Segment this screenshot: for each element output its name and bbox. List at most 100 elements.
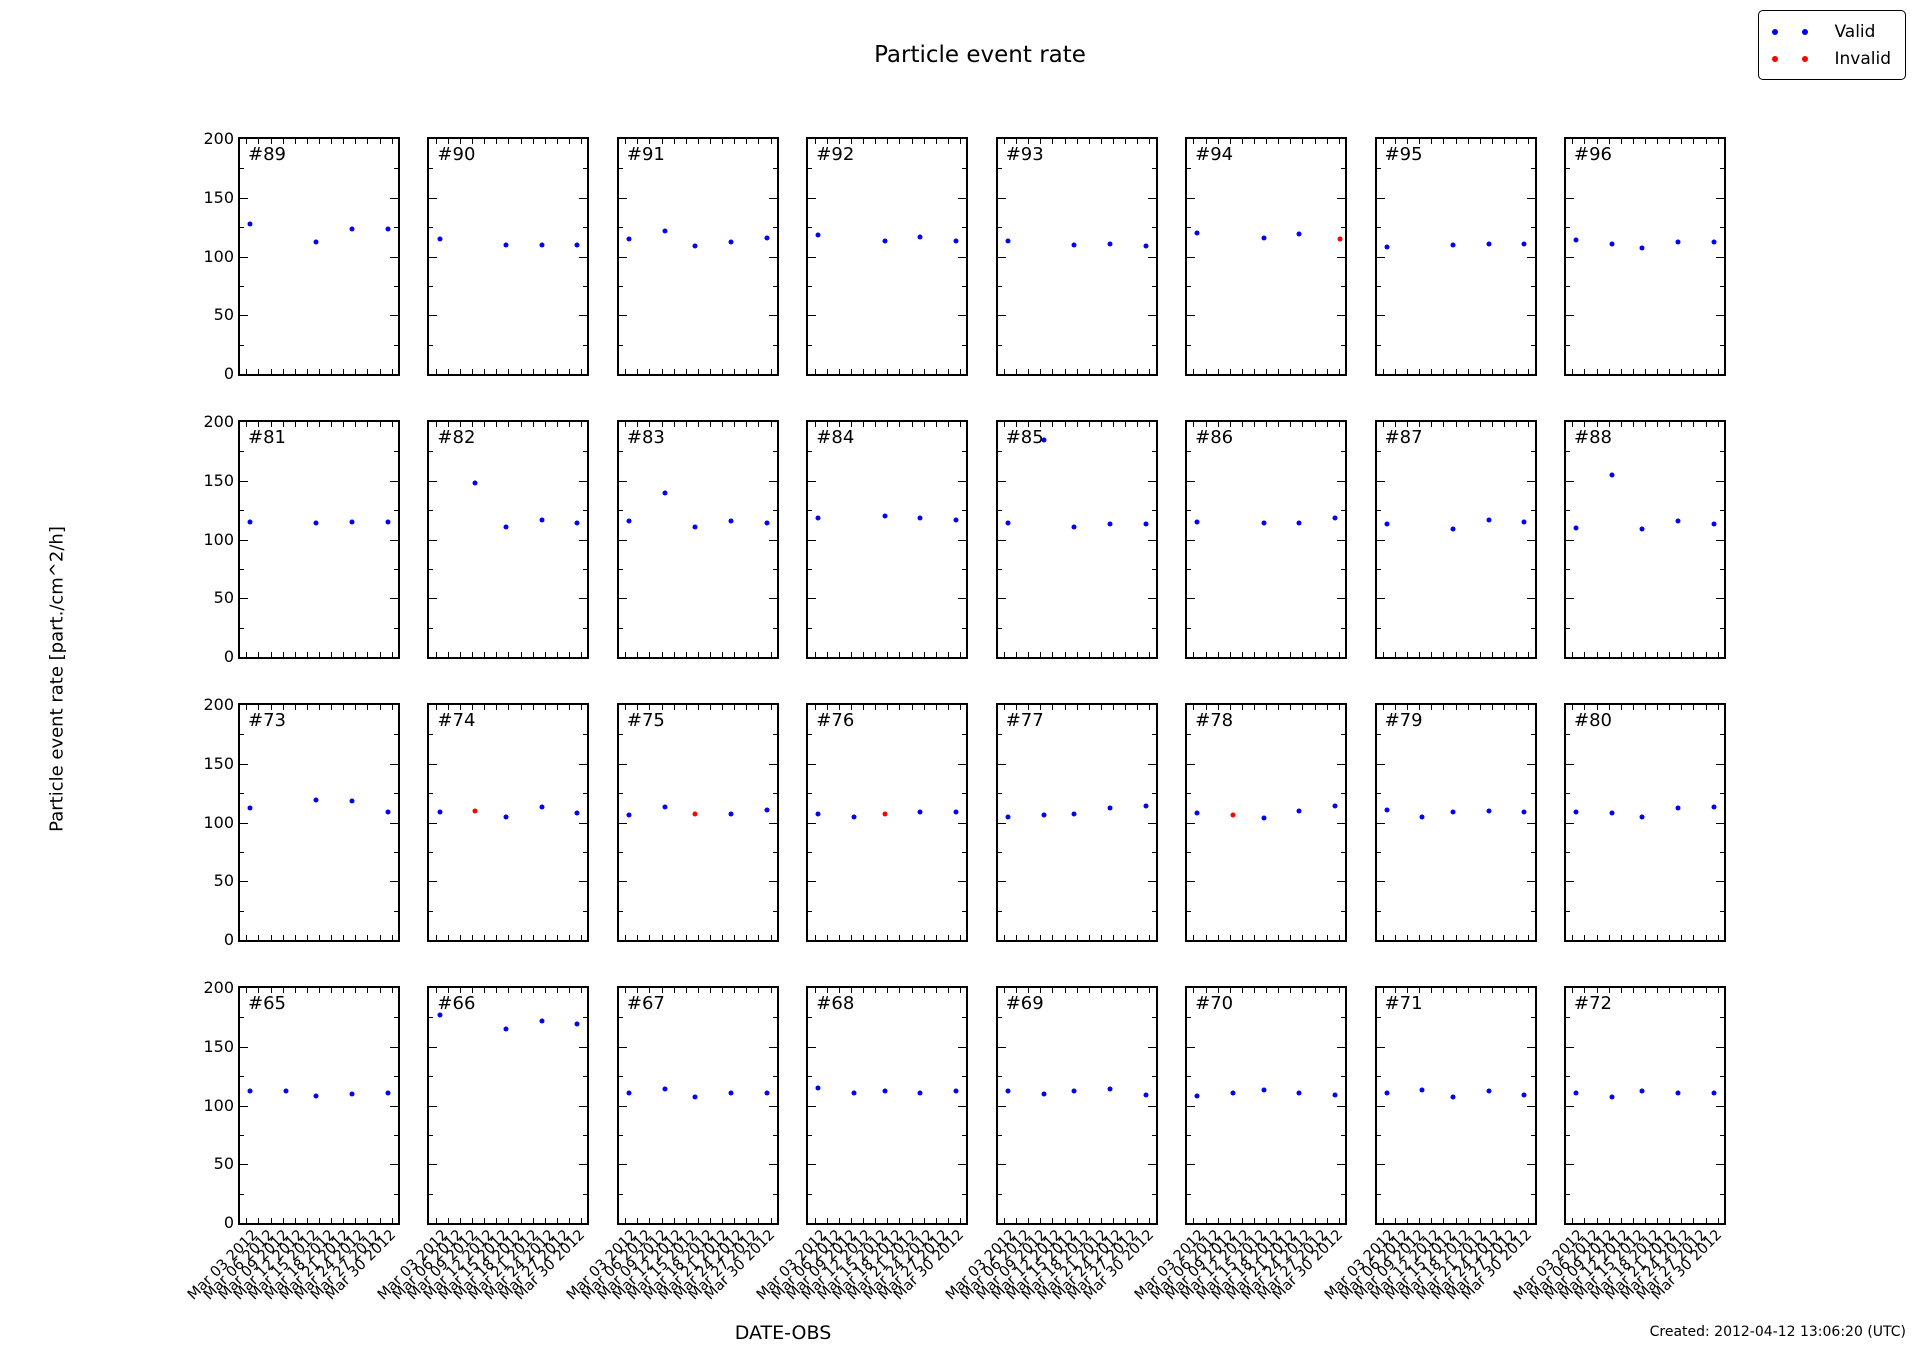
x-axis-tick — [826, 988, 828, 993]
x-axis-tick — [637, 139, 639, 144]
x-axis-tick — [1669, 1218, 1671, 1223]
y-axis-tick — [997, 480, 1006, 482]
valid-data-point — [626, 1090, 632, 1096]
x-axis-tick — [1205, 369, 1207, 374]
x-axis-tick — [1290, 652, 1292, 657]
x-axis-tick — [1608, 1218, 1610, 1223]
y-axis-tick — [579, 1164, 588, 1166]
y-axis-tick — [808, 1164, 817, 1166]
valid-data-point — [1261, 235, 1267, 241]
x-axis-tick — [556, 422, 558, 427]
x-axis-tick — [637, 705, 639, 710]
valid-marker-icon — [1802, 28, 1809, 35]
valid-data-point — [1573, 1090, 1579, 1096]
x-axis-tick — [673, 1218, 675, 1223]
x-axis-tick — [532, 652, 534, 657]
x-axis-tick — [1504, 369, 1506, 374]
y-axis-tick — [962, 734, 967, 736]
valid-data-point — [1107, 1086, 1113, 1092]
x-axis-tick — [1254, 988, 1256, 993]
valid-data-point — [692, 524, 698, 530]
y-axis-tick — [962, 451, 967, 453]
y-axis-tick — [808, 598, 817, 600]
y-axis-tick — [808, 1105, 817, 1107]
x-axis-tick — [709, 139, 711, 144]
x-axis-tick — [649, 1218, 651, 1223]
x-axis-tick — [685, 652, 687, 657]
x-axis-tick — [1705, 705, 1707, 710]
y-axis-tick — [240, 598, 248, 600]
y-axis-tick — [240, 510, 244, 512]
x-axis-tick — [556, 1218, 558, 1223]
y-axis-tick — [579, 763, 588, 765]
x-axis-tick — [520, 422, 522, 427]
x-axis-tick — [1443, 139, 1445, 144]
x-axis-tick — [435, 1218, 437, 1223]
y-axis-tick — [1151, 1076, 1156, 1078]
x-axis-tick — [1455, 1218, 1457, 1223]
x-axis-tick — [814, 422, 816, 427]
x-axis-tick — [246, 705, 248, 710]
x-axis-tick — [1645, 935, 1646, 940]
x-axis-tick — [1076, 705, 1078, 710]
x-axis-tick — [637, 988, 639, 993]
x-axis-tick — [1137, 139, 1139, 144]
y-tick-label: 100 — [203, 812, 234, 832]
x-axis-tick — [556, 935, 558, 940]
x-axis-tick — [1217, 988, 1219, 993]
subplot-cell: #79 — [1374, 703, 1537, 942]
valid-data-point — [247, 805, 253, 811]
x-axis-tick — [838, 139, 840, 144]
x-axis-tick — [246, 1218, 248, 1223]
valid-data-point — [1107, 241, 1113, 247]
x-axis-tick — [734, 988, 736, 993]
subplot-cell: #66 Mar 03 2012 Mar 06 2012 Mar 09 2012 Mar … — [375, 986, 590, 1303]
y-axis-tick — [768, 881, 777, 883]
y-axis-tick — [1151, 1017, 1156, 1019]
x-axis-tick — [887, 652, 889, 657]
y-axis-tick — [1526, 315, 1535, 317]
x-axis-tick — [1028, 1218, 1030, 1223]
x-axis-tick — [1302, 1218, 1304, 1223]
y-tick-label: 150 — [203, 470, 234, 490]
x-axis-tick — [1004, 988, 1006, 993]
x-axis-tick — [1479, 369, 1481, 374]
y-axis-tick — [808, 451, 813, 453]
invalid-data-point — [1230, 812, 1236, 818]
y-axis-tick — [1720, 227, 1724, 229]
y-axis-tick — [808, 910, 813, 912]
y-axis-tick — [997, 1076, 1002, 1078]
y-axis-tick — [1566, 851, 1570, 853]
y-tick-label: 0 — [223, 647, 234, 666]
x-axis-tick — [1100, 422, 1102, 427]
x-axis-tick — [1137, 369, 1139, 374]
x-axis-tick — [581, 422, 583, 427]
x-axis-tick — [544, 988, 546, 993]
y-axis-tick — [768, 480, 777, 482]
x-axis-tick — [1431, 652, 1433, 657]
y-axis-tick — [1187, 910, 1192, 912]
x-axis-tick — [649, 139, 651, 144]
subplot-id-label: #83 — [626, 427, 665, 448]
x-axis-tick — [1100, 988, 1102, 993]
valid-data-point — [313, 520, 319, 526]
subplot-cell: #73 0 50 100 150 200 — [203, 695, 400, 949]
x-axis-tick — [1669, 369, 1671, 374]
valid-data-point — [1296, 808, 1302, 814]
x-axis-tick — [1608, 935, 1610, 940]
x-axis-tick — [1338, 1218, 1340, 1223]
x-axis-tick — [367, 1218, 369, 1223]
x-axis-tick — [1419, 705, 1421, 710]
x-axis-tick — [826, 935, 828, 940]
y-axis-tick — [1716, 598, 1724, 600]
y-axis-tick — [579, 480, 588, 482]
valid-data-point — [1384, 521, 1390, 527]
x-axis-tick — [1193, 652, 1195, 657]
y-axis-tick — [808, 627, 813, 629]
y-axis-tick — [1147, 881, 1156, 883]
y-axis-tick — [429, 734, 434, 736]
x-axis-tick — [661, 935, 663, 940]
y-axis-tick — [583, 285, 588, 287]
y-axis-tick — [1566, 480, 1574, 482]
y-axis-tick — [1566, 285, 1570, 287]
